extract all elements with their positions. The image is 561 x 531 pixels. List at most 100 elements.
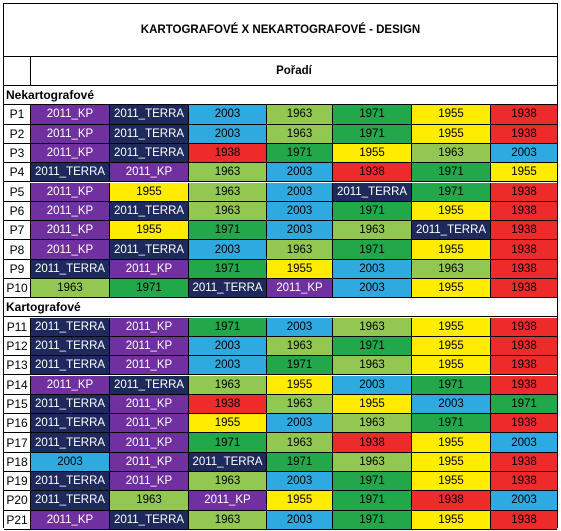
participant-id: P7 [4, 221, 31, 241]
rank-cell: 2011_KP [110, 317, 189, 337]
participant-id: P5 [4, 182, 31, 202]
participant-id: P17 [4, 433, 31, 453]
participant-id: P15 [4, 394, 31, 415]
rank-cell: 1938 [333, 163, 412, 183]
rank-cell: 1938 [491, 317, 557, 337]
rank-cell: 1938 [491, 356, 557, 376]
rank-cell: 2011_KP [110, 394, 189, 415]
rank-cell: 1938 [491, 452, 557, 472]
table-row: P8 2011_KP 2011_TERRA 2003 1963 1971 1955 1938 [4, 240, 557, 260]
participant-id: P10 [4, 279, 31, 299]
rank-cell: 1971 [189, 433, 267, 453]
table-row: P18 2003 2011_KP 2011_TERRA 1971 1963 1955 1938 [4, 452, 557, 472]
rank-cell: 1971 [333, 336, 412, 357]
rank-cell: 2011_KP [110, 452, 189, 472]
table-row: P10 1963 1971 2011_TERRA 2011_KP 2003 1955 1938 [4, 279, 557, 299]
rank-cell: 2011_TERRA [31, 356, 110, 376]
rank-cell: 1955 [267, 491, 333, 511]
rank-cell: 1963 [267, 394, 333, 415]
rank-cell: 2011_KP [267, 279, 333, 299]
table-row: P15 2011_TERRA 2011_KP 1938 1963 1955 2003 1971 [4, 394, 557, 415]
rank-cell: 2011_TERRA [31, 472, 110, 492]
rank-cell: 2011_TERRA [412, 221, 491, 241]
rank-cell: 2011_TERRA [31, 414, 110, 434]
participant-id: P2 [4, 124, 31, 144]
rank-cell: 2011_KP [110, 414, 189, 434]
rank-cell: 1971 [412, 163, 491, 183]
rank-cell: 1955 [412, 105, 491, 125]
table-row: P4 2011_TERRA 2011_KP 1963 2003 1938 1971 1955 [4, 163, 557, 183]
table-row: P16 2011_TERRA 2011_KP 1955 2003 1963 1971 1938 [4, 414, 557, 434]
rank-cell: 1971 [333, 240, 412, 260]
rank-cell: 1938 [491, 240, 557, 260]
rank-cell: 2011_TERRA [31, 336, 110, 357]
rank-cell: 1955 [412, 317, 491, 337]
rank-cell: 1938 [491, 279, 557, 299]
participant-id: P16 [4, 414, 31, 434]
rank-cell: 1955 [412, 452, 491, 472]
rank-cell: 1938 [491, 259, 557, 279]
rank-cell: 1955 [412, 279, 491, 299]
table-row: P12 2011_TERRA 2011_KP 2003 1963 1971 1955 1938 [4, 336, 557, 357]
table-row: P11 2011_TERRA 2011_KP 1971 2003 1963 1955 1938 [4, 317, 557, 337]
rank-cell: 2003 [267, 317, 333, 337]
rank-cell: 2011_TERRA [333, 182, 412, 202]
participant-id: P13 [4, 356, 31, 376]
rank-cell: 1938 [333, 433, 412, 453]
rank-cell: 1971 [110, 279, 189, 299]
rank-cell: 2011_KP [31, 240, 110, 260]
rank-cell: 1938 [491, 472, 557, 492]
rank-cell: 2011_TERRA [189, 452, 267, 472]
rank-cell: 2011_KP [31, 124, 110, 144]
rank-cell: 1971 [491, 394, 557, 415]
participant-id: P21 [4, 510, 31, 530]
rank-cell: 2011_TERRA [110, 201, 189, 222]
rank-cell: 2011_KP [31, 182, 110, 202]
rank-cell: 2011_TERRA [110, 510, 189, 530]
rank-cell: 1963 [333, 452, 412, 472]
rank-cell: 1938 [491, 375, 557, 395]
rank-cell: 2003 [189, 240, 267, 260]
rank-cell: 1938 [491, 336, 557, 357]
rank-cell: 2011_KP [110, 356, 189, 376]
rank-cell: 1971 [267, 452, 333, 472]
participant-id: P14 [4, 375, 31, 395]
rank-cell: 2011_TERRA [31, 394, 110, 415]
table-row: P2 2011_KP 2011_TERRA 2003 1963 1971 1955 1938 [4, 124, 557, 144]
participant-id: P8 [4, 240, 31, 260]
rank-cell: 1955 [267, 259, 333, 279]
table-title: KARTOGRAFOVÉ X NEKARTOGRAFOVÉ - DESIGN [4, 4, 557, 57]
rank-cell: 2011_TERRA [110, 240, 189, 260]
rank-cell: 2003 [491, 143, 557, 164]
participant-id: P18 [4, 452, 31, 472]
rank-cell: 1963 [267, 433, 333, 453]
participant-id: P12 [4, 336, 31, 357]
rank-cell: 1955 [333, 394, 412, 415]
rank-cell: 1971 [189, 259, 267, 279]
rank-cell: 1955 [412, 356, 491, 376]
rank-cell: 1963 [412, 259, 491, 279]
rank-cell: 1971 [189, 317, 267, 337]
rank-cell: 2011_KP [110, 259, 189, 279]
table-row: P19 2011_TERRA 2011_KP 1963 2003 1971 1955 1938 [4, 472, 557, 492]
participant-id: P19 [4, 472, 31, 492]
results-table: KARTOGRAFOVÉ X NEKARTOGRAFOVÉ - DESIGN P… [3, 3, 558, 530]
rank-cell: 1955 [412, 472, 491, 492]
rank-cell: 2011_TERRA [31, 491, 110, 511]
table-row: P9 2011_TERRA 2011_KP 1971 1955 2003 1963 1938 [4, 259, 557, 279]
order-header-row: Pořadí [4, 57, 557, 86]
table-row: P1 2011_KP 2011_TERRA 2003 1963 1971 1955 1938 [4, 105, 557, 125]
rank-cell: 1955 [189, 414, 267, 434]
rank-cell: 1955 [267, 375, 333, 395]
rank-cell: 1963 [189, 201, 267, 222]
table-row: P7 2011_KP 1955 1971 2003 1963 2011_TERRA 1938 [4, 221, 557, 241]
rank-cell: 2011_KP [31, 221, 110, 241]
rank-cell: 1963 [189, 375, 267, 395]
rank-cell: 1971 [333, 124, 412, 144]
rank-cell: 1955 [412, 336, 491, 357]
rank-cell: 2011_KP [31, 510, 110, 530]
rank-cell: 1938 [491, 182, 557, 202]
rank-cell: 1938 [491, 221, 557, 241]
rank-cell: 2011_KP [31, 375, 110, 395]
row-label-header-cell [4, 57, 31, 85]
